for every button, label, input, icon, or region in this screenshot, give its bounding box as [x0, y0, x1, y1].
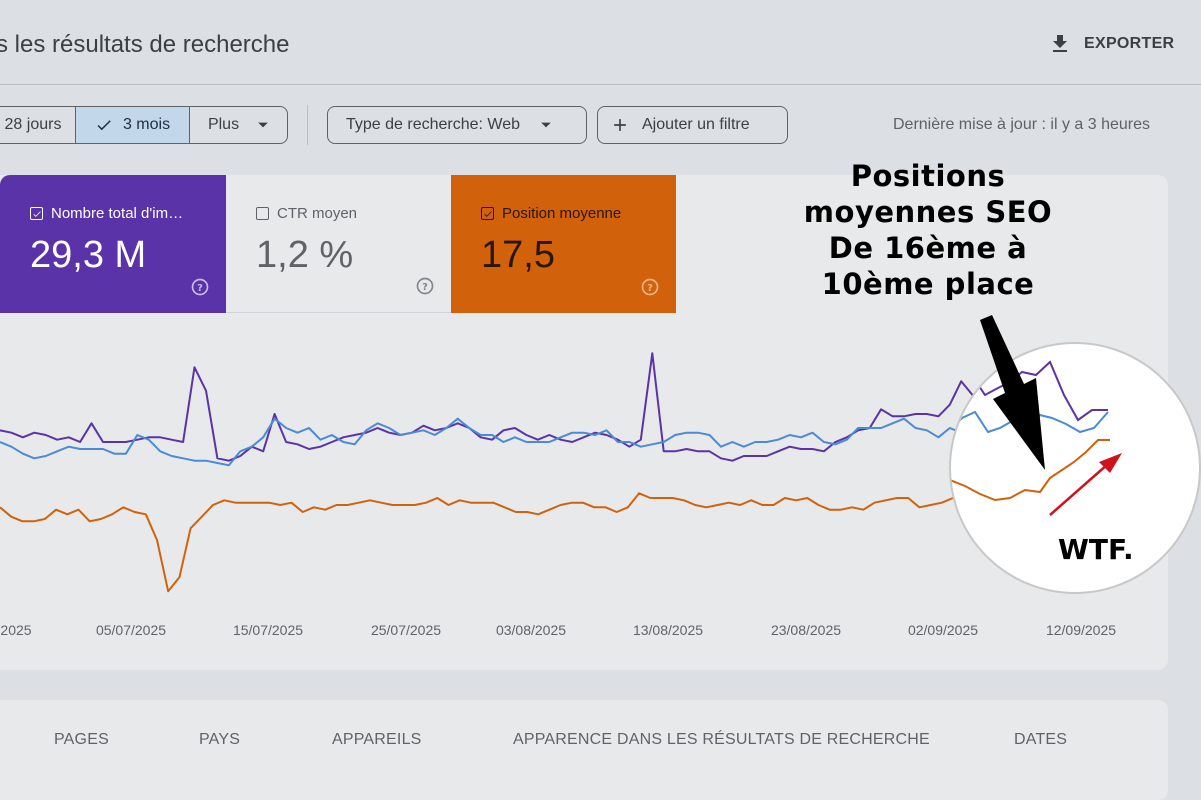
tab-appareils[interactable]: APPAREILS [332, 731, 422, 748]
annotation-line: Positions [850, 159, 1006, 193]
svg-text:?: ? [422, 282, 428, 293]
checkbox-checked-icon[interactable] [30, 207, 43, 220]
x-tick-label: 02/09/2025 [907, 622, 979, 638]
metric-label: Nombre total d'im… [51, 205, 184, 222]
search-type-dropdown[interactable]: Type de recherche: Web [327, 106, 587, 144]
period-3m-label: 3 mois [122, 116, 171, 133]
caret-down-icon [541, 122, 551, 128]
last-update-text: Dernière mise à jour : il y a 3 heures [893, 116, 1150, 133]
tab-dates[interactable]: DATES [1014, 731, 1068, 748]
caret-down-icon [258, 122, 268, 128]
x-tick-label: 13/08/2025 [632, 622, 704, 638]
add-filter-label: Ajouter un filtre [642, 116, 750, 133]
metric-ctr[interactable]: CTR moyen 1,2 % ? [226, 175, 451, 313]
period-3-months-button[interactable]: 3 mois [75, 107, 189, 143]
metric-position[interactable]: Position moyenne 17,5 ? [451, 175, 676, 313]
period-more-dropdown[interactable]: Plus [189, 107, 287, 143]
page-title: s les résultats de recherche [0, 31, 290, 58]
period-more-label: Plus [207, 116, 240, 133]
export-button[interactable]: EXPORTER [1048, 32, 1174, 56]
download-icon [1053, 35, 1067, 52]
series-line-2 [0, 434, 1111, 593]
annotation-line: moyennes SEO [803, 195, 1053, 229]
check-icon [97, 120, 111, 131]
metric-label: CTR moyen [277, 205, 358, 222]
x-tick-label: 23/08/2025 [770, 622, 842, 638]
metric-value: 29,3 M [30, 234, 147, 276]
metric-impressions[interactable]: Nombre total d'im… 29,3 M ? [0, 175, 226, 313]
annotation-line: 10ème place [821, 267, 1035, 301]
x-tick-label: 2025 [0, 622, 32, 638]
help-icon[interactable]: ? [190, 277, 210, 297]
checkbox-unchecked-icon[interactable] [256, 207, 269, 220]
metric-label: Position moyenne [502, 205, 622, 222]
annotation-text: Positions moyennes SEO De 16ème à 10ème … [760, 158, 1096, 302]
date-range-selector: 28 jours 3 mois Plus [0, 106, 288, 144]
svg-text:?: ? [647, 283, 653, 294]
performance-line-chart [0, 352, 1111, 593]
x-tick-label: 25/07/2025 [370, 622, 442, 638]
search-type-label: Type de recherche: Web [346, 116, 521, 133]
add-filter-button[interactable]: Ajouter un filtre [597, 106, 788, 144]
annotation-line: De 16ème à [828, 231, 1028, 265]
filter-divider [307, 105, 308, 145]
period-28-days-button[interactable]: 28 jours [0, 107, 75, 143]
metric-value: 17,5 [481, 234, 555, 276]
checkbox-checked-icon[interactable] [481, 207, 494, 220]
x-tick-label: 03/08/2025 [495, 622, 567, 638]
tab-apparence[interactable]: APPARENCE DANS LES RÉSULTATS DE RECHERCH… [513, 731, 930, 748]
svg-text:?: ? [197, 283, 203, 294]
plus-icon [614, 119, 626, 131]
x-tick-label: 15/07/2025 [232, 622, 304, 638]
tab-pays[interactable]: PAYS [199, 731, 241, 748]
tab-pages[interactable]: PAGES [54, 731, 109, 748]
metric-value: 1,2 % [256, 234, 354, 276]
help-icon[interactable]: ? [415, 276, 435, 296]
x-tick-label: 12/09/2025 [1045, 622, 1117, 638]
series-line-1 [0, 394, 1111, 467]
period-28-label: 28 jours [4, 116, 62, 133]
x-tick-label: 05/07/2025 [95, 622, 167, 638]
help-icon[interactable]: ? [640, 277, 660, 297]
dimension-tabs [0, 700, 1168, 800]
series-line-0 [0, 352, 1110, 462]
annotation-wtf: WTF. [1058, 533, 1134, 566]
header-divider [0, 84, 1201, 85]
export-label: EXPORTER [1084, 35, 1175, 52]
